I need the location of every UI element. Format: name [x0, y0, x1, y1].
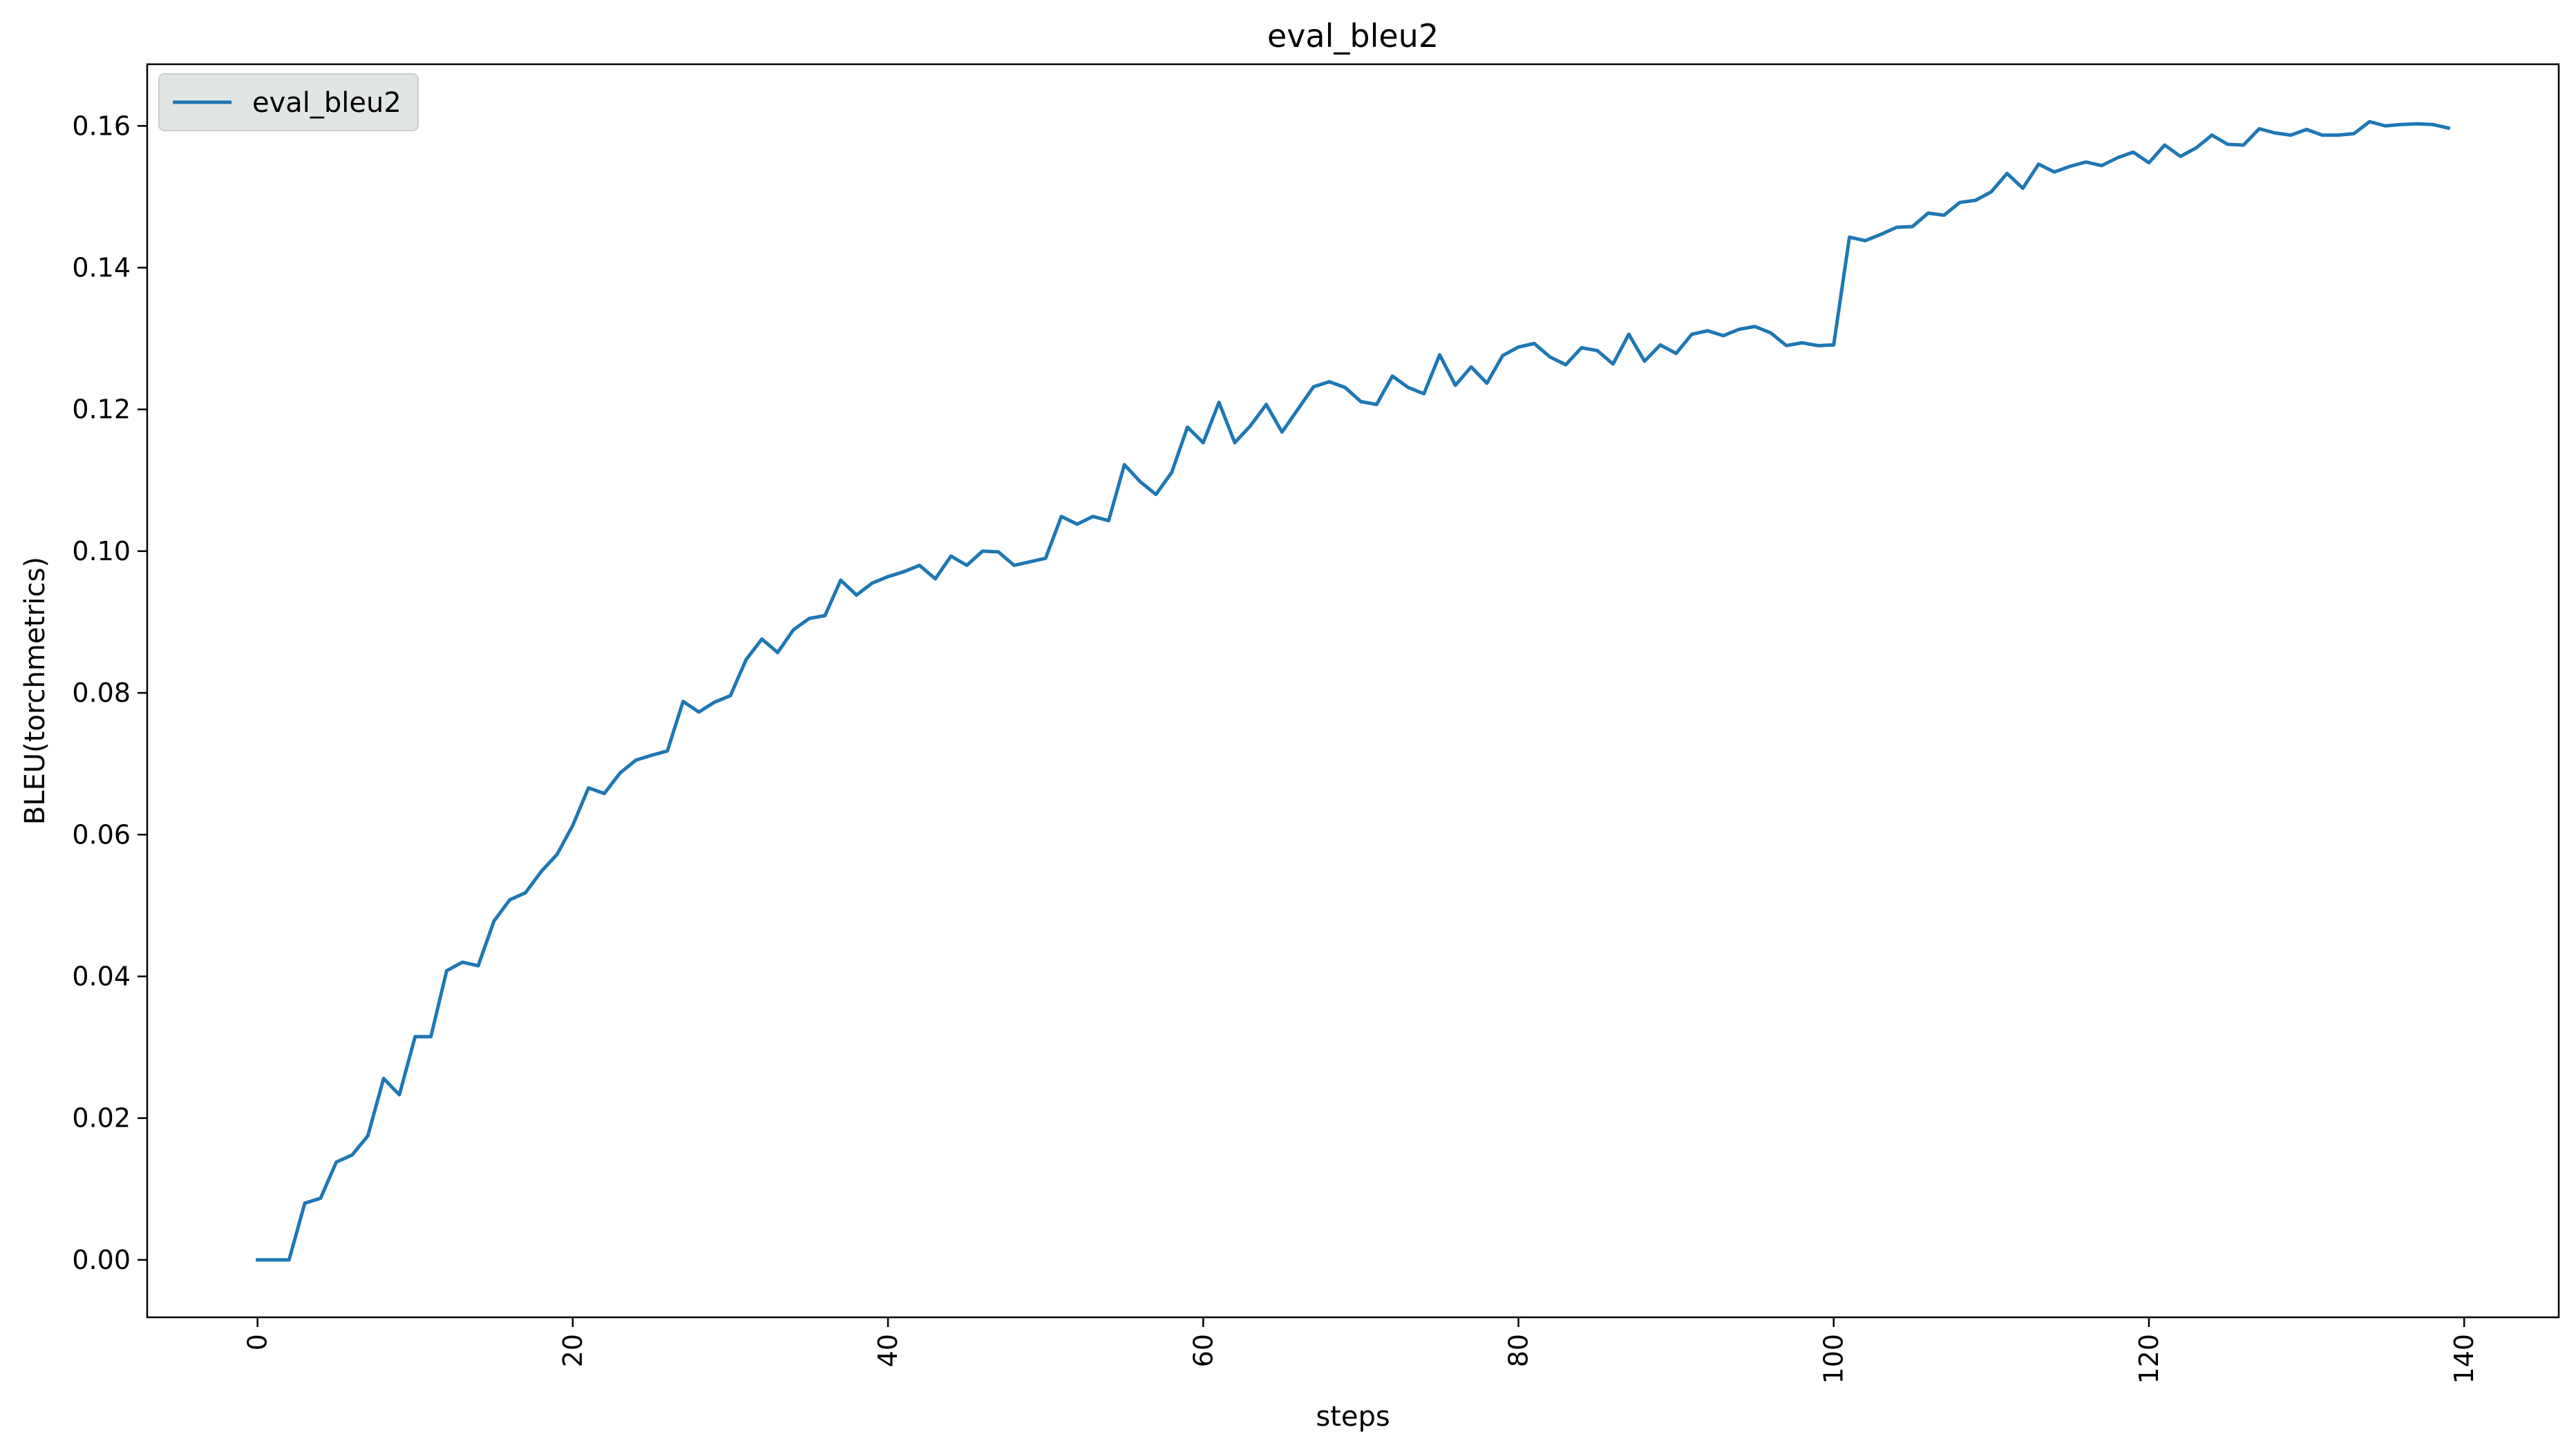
- y-tick-label: 0.02: [72, 1103, 131, 1134]
- y-tick-label: 0.04: [72, 961, 131, 991]
- x-tick-label: 120: [2134, 1334, 2164, 1384]
- x-tick-label: 140: [2449, 1334, 2479, 1384]
- y-axis-label: BLEU(torchmetrics): [19, 557, 51, 825]
- x-tick-label: 0: [243, 1334, 273, 1350]
- y-tick-label: 0.08: [72, 678, 131, 708]
- x-tick-label: 60: [1188, 1334, 1218, 1367]
- legend: eval_bleu2: [158, 73, 419, 131]
- plot-area: [147, 64, 2559, 1317]
- plot-frame: [146, 63, 2560, 1319]
- legend-label: eval_bleu2: [252, 87, 401, 119]
- y-tick-label: 0.10: [72, 536, 131, 566]
- y-tick-label: 0.14: [72, 252, 131, 283]
- x-axis: 0 20 40 60 80 100 120 140: [243, 1317, 2479, 1384]
- y-axis: 0.00 0.02 0.04 0.06 0.08 0.10 0.12 0.14 0.16: [72, 111, 147, 1275]
- y-tick-label: 0.06: [72, 819, 131, 850]
- x-tick-label: 80: [1504, 1334, 1534, 1367]
- series-layer: [256, 120, 2451, 1262]
- legend-box: [158, 73, 419, 131]
- x-axis-label: steps: [1316, 1401, 1390, 1433]
- x-tick-label: 100: [1819, 1334, 1849, 1384]
- y-tick-label: 0.16: [72, 111, 131, 141]
- x-tick-label: 20: [558, 1334, 588, 1367]
- y-tick-label: 0.12: [72, 394, 131, 425]
- x-tick-label: 40: [873, 1334, 903, 1367]
- series-line-eval_bleu2: [256, 120, 2451, 1262]
- y-tick-label: 0.00: [72, 1245, 131, 1275]
- chart-title: eval_bleu2: [1267, 17, 1439, 55]
